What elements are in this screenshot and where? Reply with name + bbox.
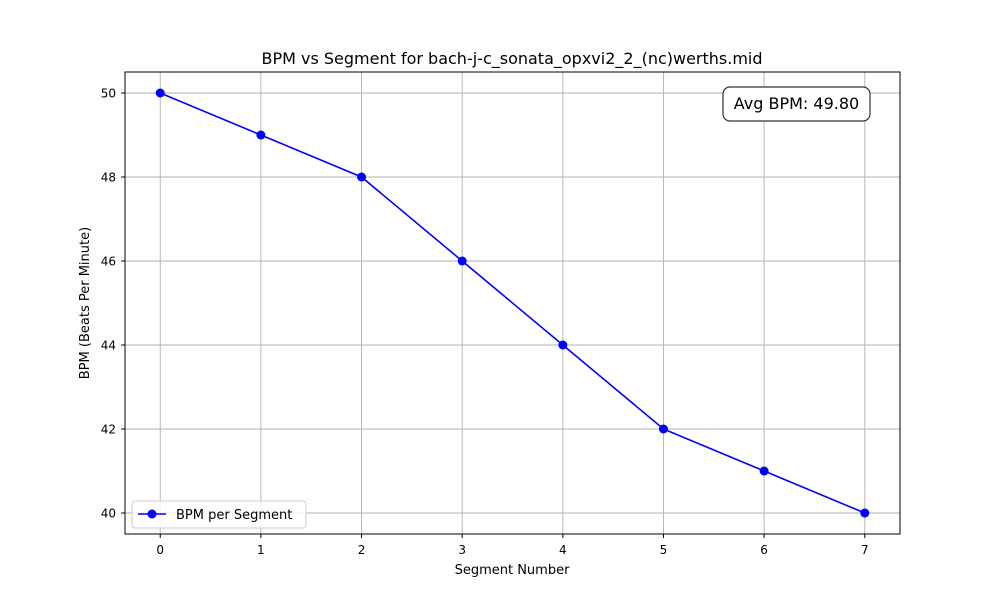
x-tick-label: 7 (861, 543, 869, 557)
data-point (155, 88, 165, 98)
data-point (357, 172, 367, 182)
data-point (457, 256, 467, 266)
y-tick-label: 44 (101, 339, 116, 353)
y-axis-label: BPM (Beats Per Minute) (78, 227, 93, 379)
data-point (759, 466, 769, 476)
x-axis-label: Segment Number (455, 563, 571, 578)
legend-marker-swatch (147, 509, 157, 519)
x-tick-label: 2 (358, 543, 366, 557)
plot-frame (124, 71, 901, 535)
y-tick-label: 46 (101, 255, 116, 269)
legend-label: BPM per Segment (176, 508, 292, 523)
series-layer (155, 88, 870, 518)
annotation-text: Avg BPM: 49.80 (734, 94, 859, 113)
x-tick-label: 5 (660, 543, 668, 557)
annotation-box-frame (722, 86, 871, 122)
data-point (256, 130, 266, 140)
y-axis: 40 42 44 46 48 50 (101, 87, 125, 521)
chart-title: BPM vs Segment for bach-j-c_sonata_opxvi… (261, 49, 762, 69)
x-tick-label: 1 (257, 543, 265, 557)
data-point (658, 424, 668, 434)
x-tick-label: 6 (760, 543, 768, 557)
avg-bpm-annotation: Avg BPM: 49.80 (722, 86, 871, 122)
y-tick-label: 50 (101, 87, 116, 101)
legend-frame (131, 500, 307, 529)
x-tick-label: 0 (156, 543, 164, 557)
y-tick-label: 40 (101, 507, 116, 521)
series-line (159, 92, 866, 514)
data-point (558, 340, 568, 350)
x-axis: 0 1 2 3 4 5 6 7 (156, 534, 869, 557)
y-tick-label: 48 (101, 171, 116, 185)
data-point (860, 508, 870, 518)
x-tick-label: 3 (458, 543, 466, 557)
legend: BPM per Segment (131, 500, 307, 529)
x-tick-label: 4 (559, 543, 567, 557)
y-tick-label: 42 (101, 423, 116, 437)
